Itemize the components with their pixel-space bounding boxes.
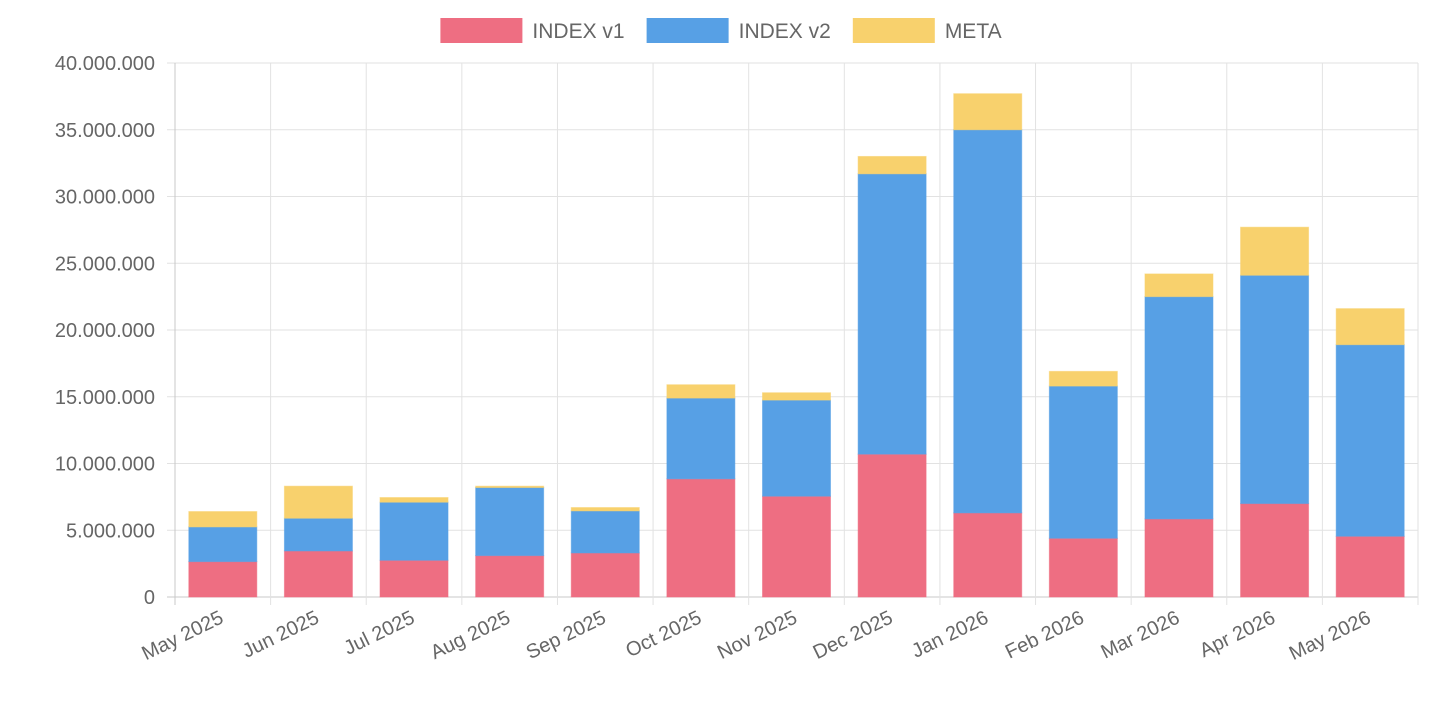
legend-label: INDEX v1 [532,20,624,43]
x-tick-label: Oct 2025 [622,607,705,662]
bar-index-v2-1 [283,517,353,552]
y-tick-label: 15.000.000 [55,387,155,409]
bar-index-v1-0 [188,561,258,598]
bar-meta-1 [283,485,353,519]
bar-meta-2 [379,497,449,503]
x-tick-label: Feb 2026 [1002,607,1088,664]
bar-index-v1-1 [283,550,353,598]
bar-index-v1-12 [1335,535,1405,598]
bar-index-v1-11 [1240,503,1310,598]
bar-index-v2-7 [857,173,927,455]
y-tick-label: 5.000.000 [66,520,155,542]
x-tick-label: May 2026 [1286,607,1375,665]
bar-index-v1-10 [1144,518,1214,598]
bar-index-v2-6 [762,399,831,497]
bar-index-v2-9 [1048,385,1118,539]
bar-meta-7 [857,155,927,175]
x-tick-label: Jan 2026 [908,607,992,663]
bar-meta-12 [1335,308,1405,346]
bar-index-v2-2 [379,501,449,561]
legend-swatch [440,18,523,43]
bar-index-v2-3 [475,487,545,557]
legend-label: INDEX v2 [739,20,831,43]
bar-index-v2-10 [1144,296,1214,520]
x-tick-label: Apr 2026 [1196,607,1279,662]
x-tick-label: Dec 2025 [810,607,897,664]
bar-meta-6 [762,392,831,401]
y-tick-label: 20.000.000 [55,320,155,342]
bar-index-v1-8 [953,512,1023,598]
y-tick-label: 0 [144,587,155,609]
bar-meta-4 [570,507,640,512]
bar-meta-10 [1144,273,1214,298]
x-tick-label: Sep 2025 [523,607,610,664]
legend-swatch [646,18,729,43]
bar-meta-5 [666,384,736,399]
bar-meta-8 [953,93,1023,131]
x-tick-label: Nov 2025 [714,607,801,664]
legend-swatch [852,18,935,43]
bar-index-v1-6 [762,495,831,598]
y-tick-label: 35.000.000 [55,120,155,142]
x-tick-label: Jul 2025 [341,607,419,660]
y-tick-label: 10.000.000 [55,454,155,476]
bar-index-v1-3 [475,555,545,598]
bar-meta-11 [1240,226,1310,276]
bar-index-v2-11 [1240,274,1310,505]
legend-label: META [945,20,1002,43]
bar-index-v2-0 [188,526,258,563]
y-tick-label: 30.000.000 [55,187,155,209]
x-tick-label: Aug 2025 [427,607,514,664]
bar-index-v2-5 [666,397,736,480]
bar-index-v2-4 [570,510,640,554]
x-tick-label: Jun 2025 [239,607,323,663]
bar-index-v2-8 [953,129,1023,514]
bar-index-v1-7 [857,453,927,598]
bar-index-v1-5 [666,478,736,598]
y-tick-label: 25.000.000 [55,253,155,275]
bar-index-v2-12 [1335,344,1405,537]
bar-index-v1-2 [379,559,449,598]
x-tick-label: May 2025 [138,607,227,665]
bar-index-v1-9 [1048,537,1118,598]
bar-index-v1-4 [570,552,640,598]
bar-meta-3 [475,485,545,489]
x-tick-label: Mar 2026 [1098,607,1184,664]
y-tick-label: 40.000.000 [55,53,155,75]
bar-meta-0 [188,511,258,528]
bar-meta-9 [1048,370,1118,387]
